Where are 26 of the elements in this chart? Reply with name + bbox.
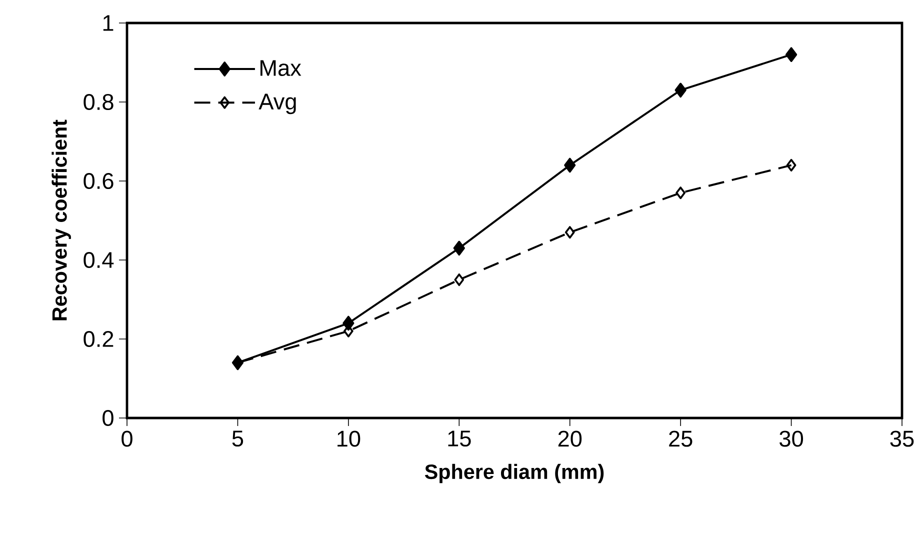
- y-tick-label: 1: [103, 15, 114, 31]
- legend-label: Avg: [258, 94, 296, 114]
- y-tick-label: 0: [102, 410, 114, 426]
- point: [454, 273, 464, 286]
- x-tick-label: 15: [448, 430, 471, 447]
- x-tick-label: 25: [669, 430, 692, 447]
- legend-label: Max: [260, 60, 302, 76]
- y-tick-label: 0.2: [84, 330, 114, 348]
- point: [564, 226, 575, 239]
- point: [564, 158, 576, 173]
- x-tick-label: 20: [558, 430, 582, 447]
- point: [453, 240, 465, 256]
- point: [674, 82, 686, 98]
- x-tick-label: 5: [232, 430, 244, 447]
- y-axis-title: Recovery coefficient: [52, 120, 71, 320]
- x-tick-label: 0: [122, 430, 132, 447]
- y-tick-label: 0.4: [84, 252, 114, 268]
- x-tick-label: 35: [890, 430, 914, 447]
- x-tick-label: 30: [780, 430, 804, 447]
- point: [676, 186, 686, 200]
- y-tick-label: 0.8: [84, 94, 114, 110]
- point: [785, 47, 798, 62]
- x-tick-label: 10: [338, 430, 360, 447]
- point: [786, 158, 796, 172]
- y-tick-label: 0.6: [84, 172, 114, 190]
- x-axis-title: Sphere diam (mm): [424, 464, 604, 484]
